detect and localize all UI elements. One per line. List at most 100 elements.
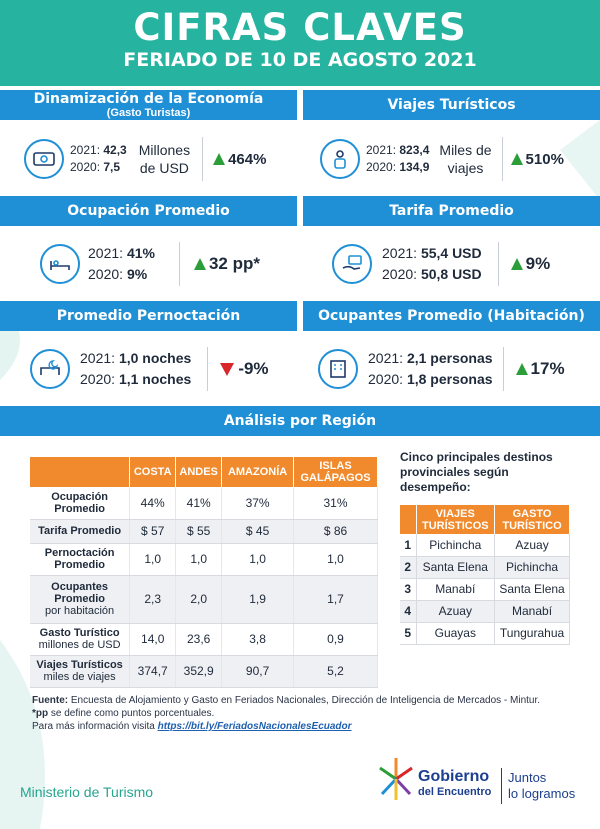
table-cell: 1,0 xyxy=(175,543,223,576)
stat-economia: 2021: 42,3 2020: 7,5 Millones de USD 464… xyxy=(24,136,294,182)
economia-change: 464% xyxy=(213,151,266,168)
source-text: Encuesta de Alojamiento y Gasto en Feria… xyxy=(68,695,541,706)
traveler-icon xyxy=(320,139,360,179)
table-cell: 37% xyxy=(221,487,295,520)
table-cell: 23,6 xyxy=(175,623,223,656)
hotel-icon xyxy=(318,349,358,389)
tarifa-2021-value: 55,4 USD xyxy=(420,245,482,261)
viajes-unit-line1: Miles de xyxy=(439,142,492,158)
divider xyxy=(502,347,504,391)
row-label-sub: por habitación xyxy=(45,605,115,617)
divider xyxy=(178,242,180,286)
slogan-line1: Juntos xyxy=(508,770,547,785)
header-banner: CIFRAS CLAVES FERIADO DE 10 DE AGOSTO 20… xyxy=(0,0,600,86)
band-tarifa: Tarifa Promedio xyxy=(303,196,600,226)
band-economia-subtitle: (Gasto Turistas) xyxy=(106,107,191,119)
divider xyxy=(501,137,503,181)
tarifa-years: 2021: 55,4 USD 2020: 50,8 USD xyxy=(382,243,482,285)
ocupantes-years: 2021: 2,1 personas 2020: 1,8 personas xyxy=(368,348,493,390)
logo-divider xyxy=(501,768,502,804)
table-cell: Manabí xyxy=(416,578,496,601)
pernoctacion-change: -9% xyxy=(220,359,269,379)
rank: 2 xyxy=(400,556,417,579)
stat-pernoctacion: 2021: 1,0 noches 2020: 1,1 noches -9% xyxy=(30,346,295,392)
region-col-amazonia: AMAZONÍA xyxy=(221,457,295,487)
table-cell: Azuay xyxy=(416,600,496,623)
divider xyxy=(207,347,209,391)
divider xyxy=(497,242,499,286)
row-label-main: Ocupantes Promedio xyxy=(51,581,109,605)
pernoctacion-2021-value: 1,0 noches xyxy=(118,350,192,366)
ministry-label: Ministerio de Turismo xyxy=(20,784,154,800)
ocupacion-change-value: 32 pp* xyxy=(208,254,260,273)
table-cell: 1,9 xyxy=(221,575,295,624)
pernoctacion-change-value: -9% xyxy=(238,359,269,378)
economia-2020-value: 7,5 xyxy=(103,160,121,174)
table-cell: 2,3 xyxy=(129,575,177,624)
pp-label: *pp xyxy=(32,708,49,719)
band-pernoctacion-title: Promedio Pernoctación xyxy=(56,308,241,324)
band-viajes: Viajes Turísticos xyxy=(303,90,600,120)
ocupantes-2020-value: 1,8 personas xyxy=(406,371,493,387)
encuentro-text: del Encuentro xyxy=(418,786,492,798)
night-bed-icon xyxy=(30,349,70,389)
economia-years: 2021: 42,3 2020: 7,5 xyxy=(70,142,127,176)
band-ocupantes: Ocupantes Promedio (Habitación) xyxy=(303,301,600,331)
bed-icon xyxy=(40,244,80,284)
stat-viajes: 2021: 823,4 2020: 134,9 Miles de viajes … xyxy=(320,136,590,182)
slogan-line2: lo logramos xyxy=(508,786,576,801)
rank: 4 xyxy=(400,600,417,623)
table-cell: Azuay xyxy=(494,534,570,557)
viajes-2020-label: 2020: xyxy=(366,160,397,174)
stat-tarifa: 2021: 55,4 USD 2020: 50,8 USD 9% xyxy=(332,241,592,287)
table-cell: 3,8 xyxy=(221,623,295,656)
top5-header-blank xyxy=(400,505,417,534)
economia-change-value: 464% xyxy=(228,150,267,168)
table-cell: 5,2 xyxy=(293,655,378,688)
tarifa-2020-label: 2020: xyxy=(382,266,418,282)
table-cell: 1,0 xyxy=(221,543,295,576)
band-pernoctacion: Promedio Pernoctación xyxy=(0,301,297,331)
band-ocupantes-title: Ocupantes Promedio (Habitación) xyxy=(318,308,585,324)
table-row: 5 Guayas Tungurahua xyxy=(400,622,570,645)
source-label: Fuente: xyxy=(32,695,69,706)
top5-title: Cinco principales destinos provinciales … xyxy=(400,450,553,494)
table-cell: Santa Elena xyxy=(416,556,496,579)
government-logo: Gobierno del Encuentro Juntos lo logramo… xyxy=(376,744,586,804)
table-cell: 14,0 xyxy=(129,623,177,656)
gobierno-text: Gobierno xyxy=(418,768,490,785)
ocupacion-2021-label: 2021: xyxy=(88,245,124,261)
table-row: 4 Azuay Manabí xyxy=(400,600,570,623)
region-table: COSTA ANDES AMAZONÍA ISLAS GALÁPAGOS Ocu… xyxy=(30,457,378,688)
row-label: Tarifa Promedio xyxy=(30,519,131,544)
table-cell: 44% xyxy=(129,487,177,520)
footer-notes: Fuente: Encuesta de Alojamiento y Gasto … xyxy=(32,694,580,733)
band-ocupacion-title: Ocupación Promedio xyxy=(67,203,230,219)
viajes-2021-label: 2021: xyxy=(366,143,397,157)
table-cell: Tungurahua xyxy=(494,622,570,645)
more-info-text: Para más información visita xyxy=(32,721,158,732)
region-col-andes: ANDES xyxy=(175,457,223,487)
table-row: 1 Pichincha Azuay xyxy=(400,534,570,557)
up-arrow-icon xyxy=(193,258,206,270)
band-economia: Dinamización de la Economía (Gasto Turis… xyxy=(0,90,297,120)
region-col-galapagos: ISLAS GALÁPAGOS xyxy=(293,457,378,487)
band-viajes-title: Viajes Turísticos xyxy=(387,97,516,113)
ocupacion-2020-value: 9% xyxy=(126,266,148,282)
up-arrow-icon xyxy=(213,153,226,165)
row-label: Gasto Turístico millones de USD xyxy=(30,623,131,656)
more-info-link[interactable]: https://bit.ly/FeriadosNacionalesEcuador xyxy=(157,721,352,732)
down-arrow-icon xyxy=(220,362,235,376)
page-subtitle: FERIADO DE 10 DE AGOSTO 2021 xyxy=(123,49,477,71)
table-cell: 0,9 xyxy=(293,623,378,656)
viajes-2020-value: 134,9 xyxy=(399,160,430,174)
economia-2021-value: 42,3 xyxy=(103,143,127,157)
table-row: 3 Manabí Santa Elena xyxy=(400,578,570,601)
table-cell: $ 57 xyxy=(129,519,177,544)
table-cell: 1,7 xyxy=(293,575,378,624)
top5-header: VIAJES TURÍSTICOS GASTO TURÍSTICO xyxy=(400,505,570,534)
table-cell: $ 86 xyxy=(293,519,378,544)
ocupacion-years: 2021: 41% 2020: 9% xyxy=(88,243,155,285)
up-arrow-icon xyxy=(510,153,523,165)
band-economia-title: Dinamización de la Economía xyxy=(33,91,264,107)
